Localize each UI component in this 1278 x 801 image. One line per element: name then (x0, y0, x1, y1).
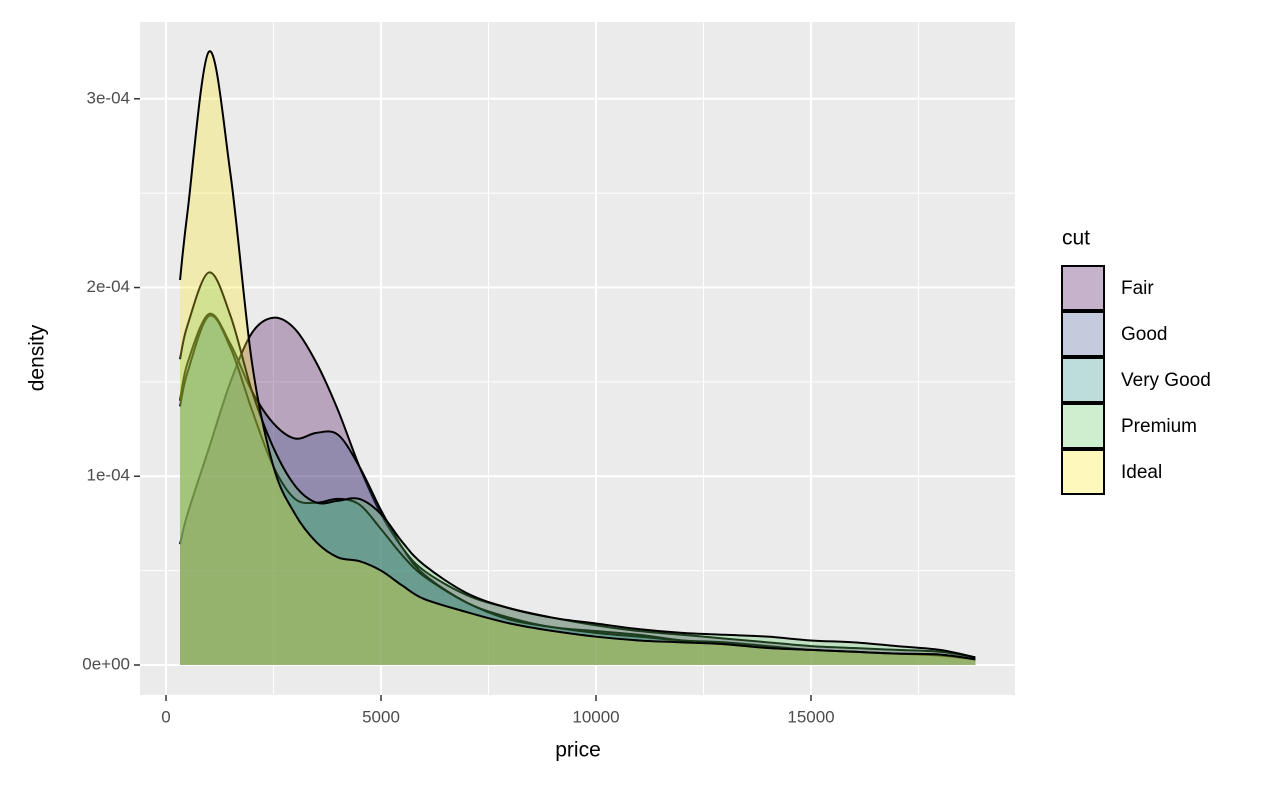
legend-key-bg (1062, 358, 1104, 402)
density-line (179, 316, 976, 659)
x-tick-label: 10000 (572, 707, 619, 726)
density-area (180, 315, 976, 665)
legend-label: Fair (1121, 278, 1154, 299)
legend-key (1061, 403, 1105, 449)
y-axis-title: density (26, 324, 49, 391)
legend-key (1061, 357, 1105, 403)
legend-label: Premium (1121, 416, 1197, 437)
x-axis-title: price (555, 739, 601, 762)
axes: 0 5000 10000 15000 0e+00 1e-04 2e-04 3e-04 (82, 88, 834, 726)
marks (179, 50, 976, 665)
legend: Fair Good Very Good Premium Ideal (1061, 265, 1211, 495)
legend-key (1061, 311, 1105, 357)
legend-key-bg (1062, 450, 1104, 494)
density-line (179, 50, 976, 661)
x-tick-label: 15000 (787, 707, 834, 726)
legend-label: Good (1121, 324, 1167, 345)
x-tick-label: 5000 (362, 707, 400, 726)
legend-key (1061, 265, 1105, 311)
x-tick-label: 0 (161, 707, 170, 726)
legend-key-bg (1062, 404, 1104, 448)
density-area (180, 272, 976, 665)
y-tick-label: 0e+00 (82, 654, 130, 673)
legend-key-bg (1062, 266, 1104, 310)
density-area (180, 317, 976, 665)
y-tick-label: 2e-04 (87, 277, 130, 296)
y-tick-label: 1e-04 (87, 466, 130, 485)
legend-label: Very Good (1121, 370, 1211, 391)
y-tick-label: 3e-04 (87, 88, 130, 107)
density-area (180, 313, 976, 665)
legend-key-bg (1062, 312, 1104, 356)
legend-label: Ideal (1121, 462, 1162, 483)
density-area (180, 51, 976, 665)
grid (140, 22, 1015, 695)
legend-key (1061, 449, 1105, 495)
panel (140, 22, 1015, 695)
density-line (179, 271, 976, 659)
legend-title: cut (1062, 227, 1090, 250)
